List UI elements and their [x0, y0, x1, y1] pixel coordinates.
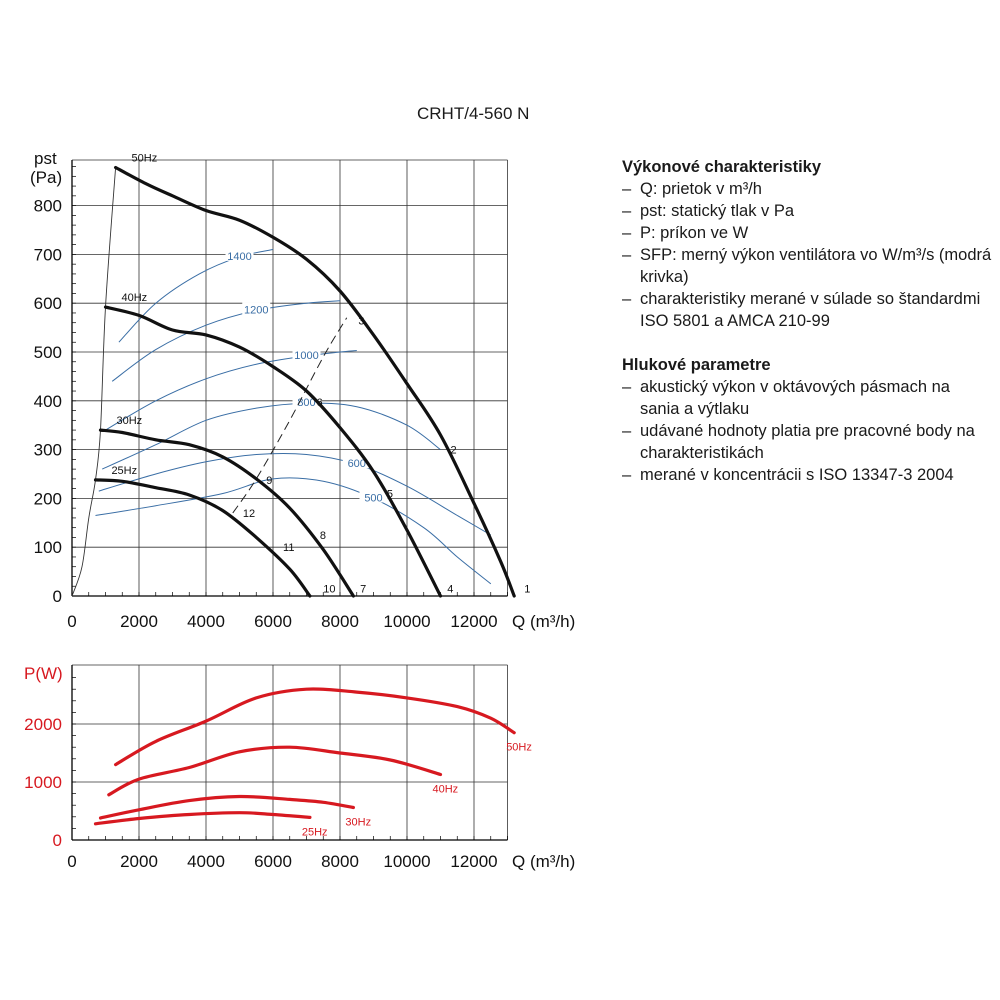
y-tick-label: 400 [34, 392, 62, 411]
x-tick-label: 6000 [254, 852, 292, 871]
point-label: 4 [447, 584, 453, 596]
point-label: 3 [358, 315, 364, 327]
sfp-label-bg [359, 490, 388, 503]
x-tick-label: 6000 [254, 612, 292, 631]
power-curve [98, 794, 355, 820]
x-tick-label: 2000 [120, 852, 158, 871]
legend-list-noise: akustický výkon v oktávových pásmach na … [622, 376, 992, 486]
y-tick-label: 800 [34, 197, 62, 216]
y-axis-label: P(W) [24, 664, 63, 683]
y-tick-label: 700 [34, 245, 62, 264]
point-label: 2 [451, 445, 457, 457]
sfp-label-bg [242, 302, 271, 315]
x-tick-label: 0 [67, 852, 76, 871]
legend-item: Q: prietok v m³/h [622, 178, 992, 200]
legend-title-performance: Výkonové charakteristiky [622, 158, 822, 176]
sfp-label: 800 [297, 397, 315, 409]
point-label: 7 [360, 584, 366, 596]
x-tick-label: 10000 [383, 612, 430, 631]
series-label: 30Hz [116, 415, 142, 427]
series-label: 40Hz [122, 292, 148, 304]
point-label: 8 [320, 530, 326, 542]
y-tick-label: 2000 [24, 715, 62, 734]
point-label: 12 [243, 508, 255, 520]
left-boundary-curve [71, 167, 117, 597]
series-label: 40Hz [433, 783, 459, 795]
point-label: 10 [323, 584, 335, 596]
sfp-label: 1400 [227, 251, 251, 263]
point-label: 1 [524, 584, 530, 596]
system-curve [232, 317, 348, 514]
y-axis-label: pst [34, 149, 57, 168]
legend-item: merané v koncentrácii s ISO 13347-3 2004 [622, 464, 992, 486]
y-tick-label: 0 [53, 587, 62, 606]
pressure-curve [93, 478, 312, 598]
sfp-curve [111, 300, 341, 382]
y-tick-label: 600 [34, 294, 62, 313]
series-label: 30Hz [345, 817, 371, 829]
y-tick-label: 1000 [24, 773, 62, 792]
x-tick-label: 2000 [120, 612, 158, 631]
series-label: 25Hz [302, 826, 328, 838]
legend-item: akustický výkon v oktávových pásmach na … [622, 376, 992, 420]
sfp-curve [98, 452, 492, 536]
x-tick-label: 4000 [187, 612, 225, 631]
y-tick-label: 300 [34, 441, 62, 460]
x-tick-label: 4000 [187, 852, 225, 871]
y-axis-unit: (Pa) [30, 168, 62, 187]
chart-title: CRHT/4-560 N [417, 104, 530, 123]
y-tick-label: 500 [34, 343, 62, 362]
x-tick-label: 8000 [321, 612, 359, 631]
y-tick-label: 100 [34, 538, 62, 557]
legend-title-noise: Hlukové parametre [622, 356, 771, 374]
legend-panel: Výkonové charakteristiky Q: prietok v m³… [622, 156, 992, 508]
power-curve [114, 687, 516, 767]
point-label: 6 [317, 397, 323, 409]
y-tick-label: 200 [34, 489, 62, 508]
legend-item: udávané hodnoty platia pre pracovné body… [622, 420, 992, 464]
legend-item: SFP: merný výkon ventilátora vo W/m³/s (… [622, 244, 992, 288]
point-label: 9 [266, 475, 272, 487]
legend-list-performance: Q: prietok v m³/h pst: statický tlak v P… [622, 178, 992, 332]
sfp-label-bg [225, 248, 254, 261]
pressure-curve [103, 305, 443, 598]
sfp-label: 1200 [244, 305, 268, 317]
legend-item: charakteristiky merané v súlade so štand… [622, 288, 992, 332]
series-label: 25Hz [111, 465, 137, 477]
sfp-label-bg [292, 347, 321, 360]
legend-item: P: príkon ve W [622, 222, 992, 244]
x-tick-label: 12000 [450, 612, 497, 631]
x-axis-label: Q (m³/h) [512, 852, 575, 871]
y-tick-label: 0 [53, 831, 62, 850]
sfp-label: 600 [348, 458, 366, 470]
power-curve [107, 745, 443, 797]
point-label: 11 [283, 542, 294, 554]
x-tick-label: 8000 [321, 852, 359, 871]
series-label: 50Hz [506, 742, 532, 754]
pressure-curve [98, 428, 355, 598]
x-tick-label: 0 [67, 612, 76, 631]
pressure-curve [114, 165, 516, 598]
point-label: 5 [387, 489, 393, 501]
x-axis-label: Q (m³/h) [512, 612, 575, 631]
sfp-label: 500 [364, 492, 382, 504]
legend-item: pst: statický tlak v Pa [622, 200, 992, 222]
x-tick-label: 10000 [383, 852, 430, 871]
power-curve [93, 811, 312, 826]
series-label: 50Hz [132, 153, 158, 165]
x-tick-label: 12000 [450, 852, 497, 871]
sfp-curve [101, 402, 441, 470]
sfp-curve [95, 477, 492, 585]
sfp-label: 1000 [294, 350, 318, 362]
sfp-curve [105, 350, 357, 431]
